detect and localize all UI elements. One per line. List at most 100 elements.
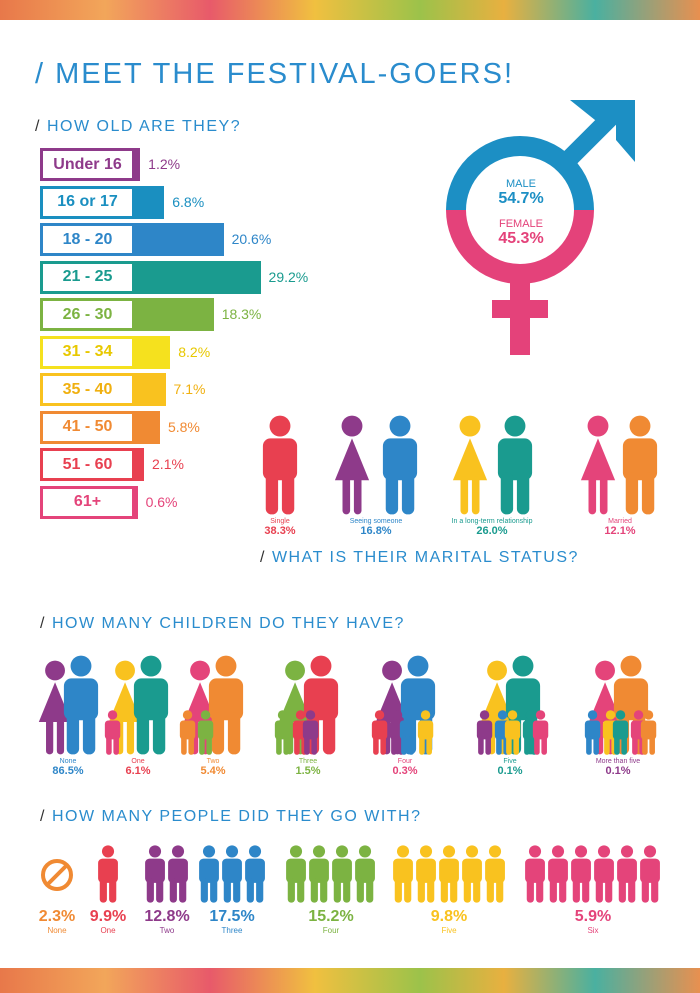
man-figure-icon [222, 845, 242, 903]
age-bar: Under 16 1.2% [40, 148, 180, 181]
age-bar: 18 - 20 20.6% [40, 223, 271, 256]
male-value: 54.7% [498, 190, 544, 207]
age-bar-value: 5.8% [167, 418, 200, 435]
bottom-decorative-band [0, 968, 700, 993]
stat-label: None [59, 758, 77, 765]
stat-value: 9.8% [430, 908, 468, 925]
age-bar: 35 - 40 7.1% [40, 373, 205, 406]
man-figure-icon [462, 845, 482, 903]
stat-caption: Seeing someone 16.8% [350, 518, 403, 537]
female-value: 45.3% [498, 230, 544, 247]
stat-caption: 9.8% Five [431, 908, 467, 935]
man-figure-icon [622, 415, 658, 515]
children-heading: / HOW MANY CHILDREN DO THEY HAVE? [40, 615, 405, 633]
stat-label: Seeing someone [349, 518, 403, 525]
woman-figure-icon [334, 415, 370, 515]
stat-value: 2.3% [38, 908, 76, 925]
stat-label: Two [206, 758, 220, 765]
man-figure-icon [548, 845, 569, 903]
stat-caption: 17.5% Three [209, 908, 254, 935]
age-bar: 61+ 0.6% [40, 485, 178, 519]
stat-caption: 5.9% Six [575, 908, 611, 935]
child-figure-icon [400, 710, 416, 755]
age-bar: 16 or 17 6.8% [40, 185, 204, 219]
age-bar: 51 - 60 2.1% [40, 448, 184, 481]
woman-figure-icon [108, 660, 142, 755]
age-bar-value: 29.2% [268, 268, 309, 285]
man-figure-icon [485, 845, 505, 903]
age-bar-label: 51 - 60 [40, 448, 135, 481]
stat-value: 12.8% [144, 908, 190, 925]
stat-value: 17.5% [209, 908, 255, 925]
man-figure-icon [594, 845, 615, 903]
stat-value: 26.0% [476, 525, 508, 537]
age-heading: / HOW OLD ARE THEY? [35, 118, 241, 136]
companions-heading: / HOW MANY PEOPLE DID THEY GO WITH? [40, 808, 422, 826]
woman-figure-icon [38, 660, 72, 755]
slash: / [35, 118, 41, 135]
stat-label: Five [503, 758, 517, 765]
age-bar-label: 31 - 34 [40, 335, 135, 369]
child-figure-icon [198, 710, 214, 755]
age-heading-text: HOW OLD ARE THEY? [46, 118, 242, 135]
stat-caption: 15.2% Four [308, 908, 353, 935]
child-figure-icon [418, 710, 434, 755]
man-figure-icon [208, 655, 244, 755]
age-bar-label: 18 - 20 [40, 223, 135, 256]
stat-label: Married [608, 518, 632, 525]
stat-caption: More than five 0.1% [596, 758, 640, 777]
man-figure-icon [286, 845, 307, 903]
stat-label: One [131, 758, 145, 765]
child-figure-icon [533, 710, 549, 755]
age-bar-label: 21 - 25 [40, 260, 135, 294]
stat-caption: Four 0.3% [392, 758, 417, 777]
age-bar: 31 - 34 8.2% [40, 335, 210, 369]
children-heading-text: HOW MANY CHILDREN DO THEY HAVE? [51, 615, 405, 632]
age-bar-label: 16 or 17 [40, 185, 135, 219]
stat-label: Five [441, 926, 457, 935]
man-figure-icon [617, 845, 638, 903]
child-figure-icon [390, 710, 406, 755]
age-bar-value: 18.3% [221, 306, 262, 322]
stat-value: 12.1% [604, 525, 636, 537]
man-figure-icon [245, 845, 265, 903]
child-figure-icon [505, 710, 521, 755]
man-figure-icon [416, 845, 436, 903]
age-bar-value: 7.1% [173, 381, 206, 397]
gender-symbol-icon [446, 100, 635, 355]
stat-value: 5.4% [200, 765, 226, 777]
top-decorative-band [0, 0, 700, 20]
stat-label: More than five [595, 758, 641, 765]
stat-label: In a long-term relationship [451, 518, 533, 525]
child-figure-icon [641, 710, 657, 755]
child-figure-icon [105, 710, 121, 755]
female-stat: FEMALE 45.3% [490, 218, 552, 248]
man-figure-icon [133, 655, 169, 755]
man-figure-icon [332, 845, 353, 903]
child-figure-icon [275, 710, 291, 755]
stat-label: None [47, 926, 67, 935]
stat-value: 15.2% [308, 908, 354, 925]
male-stat: MALE 54.7% [490, 178, 552, 208]
child-figure-icon [477, 710, 493, 755]
age-bar-value: 6.8% [172, 193, 205, 210]
male-label: MALE [506, 178, 536, 190]
child-figure-icon [180, 710, 196, 755]
child-figure-icon [372, 710, 388, 755]
stat-value: 0.1% [605, 765, 631, 777]
stat-caption: Single 38.3% [264, 518, 295, 537]
age-bar-label: 35 - 40 [40, 373, 135, 406]
child-figure-icon [303, 710, 319, 755]
woman-figure-icon [580, 415, 616, 515]
stat-caption: 12.8% Two [144, 908, 189, 935]
stat-caption: Three 1.5% [295, 758, 320, 777]
age-bar-value: 2.1% [152, 456, 184, 472]
stat-label: Four [322, 926, 340, 935]
stat-value: 16.8% [360, 525, 392, 537]
age-bar-label: 41 - 50 [40, 410, 135, 444]
prohibited-icon [41, 859, 73, 891]
slash: / [40, 808, 46, 825]
man-figure-icon [145, 845, 166, 903]
age-bar-value: 1.2% [148, 156, 181, 172]
stat-label: Three [221, 926, 243, 935]
